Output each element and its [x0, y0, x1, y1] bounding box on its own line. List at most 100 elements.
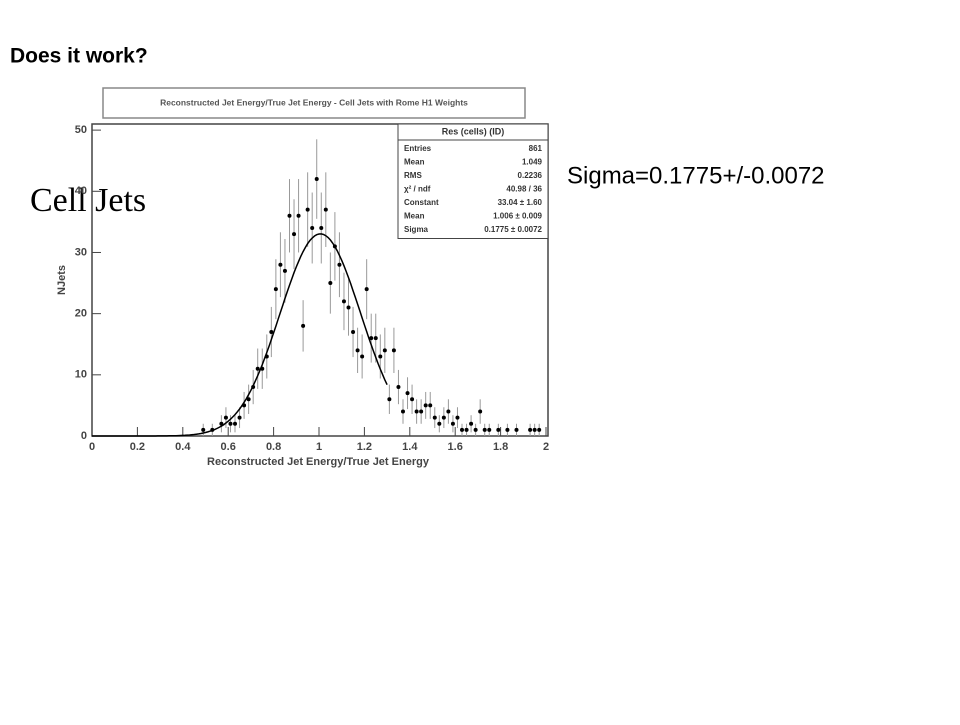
data-point — [223, 415, 228, 420]
stats-value: 33.04 ± 1.60 — [498, 198, 543, 207]
data-point — [446, 409, 451, 414]
fit-curve — [92, 233, 388, 437]
y-tick-label: 40 — [75, 185, 87, 197]
data-point — [391, 348, 396, 353]
data-point — [423, 403, 428, 408]
data-point — [233, 421, 238, 426]
plot-title-box — [102, 87, 526, 119]
data-point — [269, 330, 274, 334]
data-point — [282, 268, 287, 273]
data-point — [478, 409, 483, 414]
data-point — [469, 421, 474, 426]
data-point — [273, 287, 278, 292]
data-point — [441, 415, 446, 420]
panel-label: Cell Jets — [30, 182, 146, 219]
data-point — [355, 348, 360, 353]
data-point — [432, 415, 437, 420]
data-point — [201, 427, 206, 432]
x-tick-label: 1.4 — [402, 441, 418, 453]
stats-value: 40.98 / 36 — [506, 184, 542, 193]
data-point — [473, 427, 478, 432]
plot-frame — [91, 123, 549, 437]
sigma-note: Sigma=0.1775+/-0.0072 — [567, 162, 825, 189]
x-axis-label: Reconstructed Jet Energy/True Jet Energy — [207, 456, 430, 468]
y-tick-label: 50 — [75, 124, 87, 136]
data-point — [310, 226, 315, 230]
data-point — [450, 421, 455, 426]
y-tick-label: 20 — [75, 308, 87, 320]
data-point — [410, 397, 415, 402]
x-tick-label: 0.6 — [221, 441, 236, 453]
x-tick-label: 0.2 — [130, 441, 145, 453]
stats-value: 861 — [529, 144, 543, 153]
y-axis-label: NJets — [56, 265, 68, 295]
data-point — [532, 427, 537, 432]
stats-value: 0.2236 — [518, 171, 543, 180]
stats-value: 1.006 ± 0.009 — [493, 211, 542, 220]
data-point — [528, 427, 533, 432]
stats-label: χ² / ndf — [404, 184, 431, 193]
data-point — [382, 348, 387, 353]
y-tick-label: 30 — [75, 246, 87, 258]
data-point — [323, 207, 328, 212]
stats-label: Entries — [404, 144, 432, 153]
x-tick-label: 1.2 — [357, 441, 372, 453]
data-point — [400, 409, 405, 414]
data-point — [414, 409, 419, 414]
x-tick-label: 0 — [89, 441, 95, 453]
data-point — [514, 427, 519, 432]
data-point — [337, 262, 342, 267]
data-point — [378, 354, 383, 359]
data-point — [396, 385, 401, 390]
data-point — [482, 427, 487, 432]
plot-title: Reconstructed Jet Energy/True Jet Energy… — [160, 97, 468, 107]
data-point — [346, 305, 351, 310]
data-point — [496, 427, 501, 432]
data-point — [351, 330, 356, 334]
data-point — [428, 403, 433, 408]
data-point — [292, 232, 297, 237]
data-point — [301, 323, 306, 328]
data-point — [287, 213, 292, 218]
y-tick-label: 10 — [75, 369, 87, 381]
stats-box — [397, 123, 549, 239]
x-tick-label: 1.6 — [448, 441, 463, 453]
data-point — [278, 262, 283, 267]
slide-title: Does it work? — [10, 45, 148, 68]
x-tick-label: 0.4 — [175, 441, 191, 453]
data-point — [328, 281, 333, 286]
stats-value: 1.049 — [522, 157, 543, 166]
stats-label: Mean — [404, 211, 425, 220]
data-point — [405, 391, 410, 396]
data-point — [296, 213, 301, 218]
data-point — [487, 427, 492, 432]
data-point — [460, 427, 465, 432]
data-point — [419, 409, 424, 414]
data-point — [255, 366, 260, 371]
stats-title: Res (cells) (ID) — [442, 126, 505, 136]
stats-label: Constant — [404, 198, 439, 207]
data-point — [387, 397, 392, 402]
data-point — [464, 427, 469, 432]
data-point — [237, 415, 242, 420]
x-tick-label: 0.8 — [266, 441, 281, 453]
data-point — [246, 397, 251, 402]
data-point — [228, 421, 233, 426]
x-tick-label: 1.8 — [493, 441, 508, 453]
data-point — [364, 287, 369, 292]
data-point — [319, 226, 324, 230]
stats-value: 0.1775 ± 0.0072 — [484, 225, 542, 234]
x-tick-label: 2 — [543, 441, 549, 453]
data-point — [373, 336, 378, 341]
x-tick-label: 1 — [316, 441, 322, 453]
stats-label: RMS — [404, 171, 422, 180]
data-point — [314, 177, 319, 182]
data-point — [437, 421, 442, 426]
data-point — [305, 207, 310, 212]
y-tick-label: 0 — [81, 430, 87, 442]
data-point — [360, 354, 365, 359]
data-point — [505, 427, 510, 432]
data-point — [369, 336, 374, 341]
